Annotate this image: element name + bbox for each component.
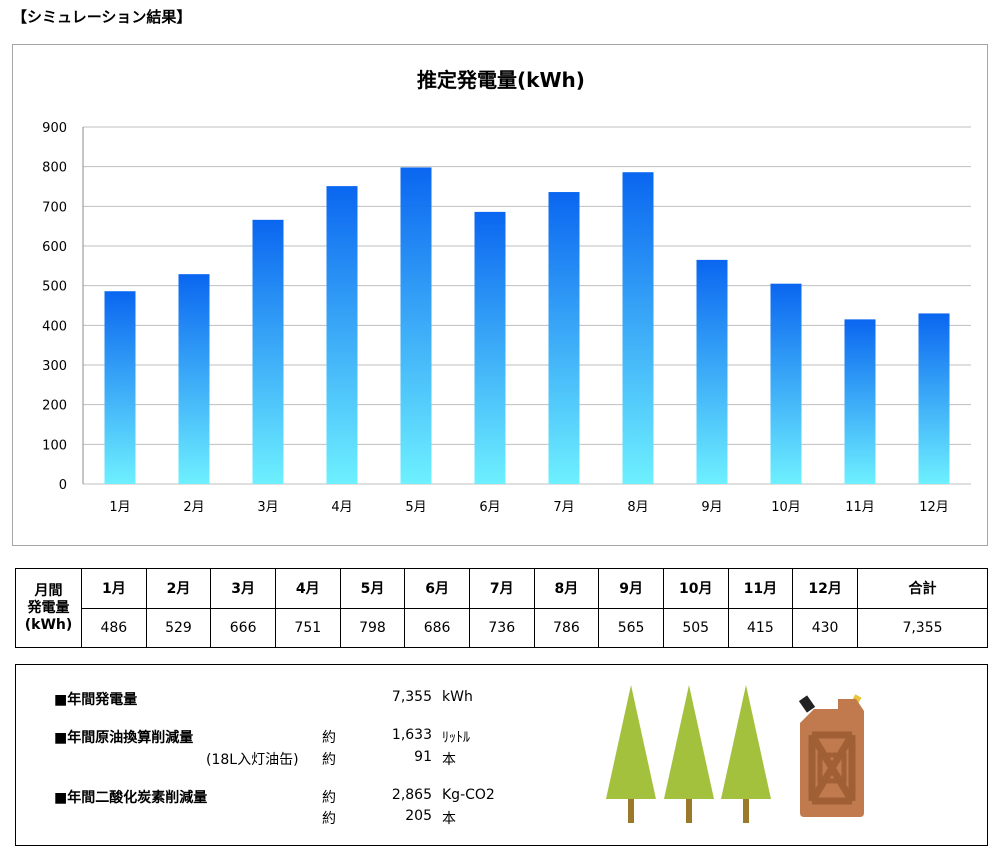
month-value: 798 bbox=[339, 607, 406, 648]
month-header: 2月 bbox=[145, 568, 212, 609]
month-header: 4月 bbox=[274, 568, 341, 609]
month-value: 415 bbox=[727, 607, 794, 648]
tree-approx: 約 bbox=[322, 811, 336, 827]
month-value: 751 bbox=[274, 607, 341, 648]
annual-generation-label: ■年間発電量 bbox=[54, 692, 138, 708]
annual-summary-panel: ■年間発電量 7,355 kWh ■年間原油換算削減量 約 1,633 ﾘｯﾄﾙ… bbox=[15, 664, 988, 846]
y-tick-label: 0 bbox=[59, 478, 67, 493]
month-value: 786 bbox=[533, 607, 600, 648]
chart-title: 推定発電量(kWh) bbox=[417, 68, 585, 92]
month-header: 12月 bbox=[792, 568, 858, 609]
y-tick-label: 600 bbox=[42, 240, 67, 255]
month-header: 3月 bbox=[210, 568, 276, 609]
chart-panel: 推定発電量(kWh) 0 100 200 300 400 500 600 700 800 900 1… bbox=[12, 44, 988, 546]
x-tick-label: 10月 bbox=[771, 500, 801, 515]
month-header: 7月 bbox=[468, 568, 535, 609]
oil-can-label: (18L入灯油缶) bbox=[206, 752, 299, 768]
x-tick-label: 9月 bbox=[701, 500, 722, 515]
y-tick-label: 300 bbox=[42, 359, 67, 374]
month-value: 736 bbox=[468, 607, 535, 648]
oil-reduction-label: ■年間原油換算削減量 bbox=[54, 730, 194, 746]
bar-chart: 推定発電量(kWh) 0 100 200 300 400 500 600 700 800 900 1… bbox=[42, 68, 971, 515]
month-header: 9月 bbox=[598, 568, 664, 609]
y-tick-label: 800 bbox=[42, 161, 67, 176]
x-tick-label: 2月 bbox=[183, 500, 204, 515]
y-tick-label: 100 bbox=[42, 438, 67, 453]
oil-can-unit: 本 bbox=[442, 752, 456, 768]
month-header: 8月 bbox=[533, 568, 600, 609]
tree-equivalent-value: 205 bbox=[405, 808, 432, 824]
month-value: 565 bbox=[598, 607, 664, 648]
tree-equivalent-unit: 本 bbox=[442, 811, 456, 827]
bar-11月 bbox=[844, 319, 876, 484]
y-tick-label: 400 bbox=[42, 319, 67, 334]
month-header: 1月 bbox=[81, 568, 147, 609]
month-header: 6月 bbox=[404, 568, 470, 609]
bar-5月 bbox=[400, 167, 432, 484]
y-tick-label: 900 bbox=[42, 121, 67, 136]
month-value: 686 bbox=[404, 607, 470, 648]
y-tick-label: 200 bbox=[42, 399, 67, 414]
x-tick-label: 3月 bbox=[257, 500, 278, 515]
y-tick-label: 500 bbox=[42, 280, 67, 295]
tree-icon bbox=[606, 685, 656, 823]
bar-2月 bbox=[178, 274, 210, 484]
x-tick-label: 11月 bbox=[845, 500, 875, 515]
monthly-generation-table: 月間 発電量 (kWh) 1月 2月 3月 4月 5月 6月 7月 8月 9月 … bbox=[15, 568, 988, 648]
x-tick-label: 5月 bbox=[405, 500, 426, 515]
tree-icon bbox=[664, 685, 714, 823]
bar-8月 bbox=[622, 172, 654, 484]
x-tick-label: 8月 bbox=[627, 500, 648, 515]
oil-approx: 約 bbox=[322, 730, 336, 746]
month-value: 430 bbox=[792, 607, 858, 648]
page-heading: 【シミュレーション結果】 bbox=[12, 8, 192, 26]
x-tick-label: 12月 bbox=[919, 500, 949, 515]
row-header-line2: 発電量 bbox=[27, 599, 70, 616]
fuel-can-icon bbox=[798, 694, 864, 817]
row-header-line3: (kWh) bbox=[24, 616, 73, 633]
annual-generation-value: 7,355 bbox=[391, 689, 432, 705]
bar-1月 bbox=[104, 291, 136, 484]
oil-reduction-unit: ﾘｯﾄﾙ bbox=[442, 730, 470, 746]
x-tick-label: 4月 bbox=[331, 500, 352, 515]
x-tick-label: 1月 bbox=[109, 500, 130, 515]
month-header: 5月 bbox=[339, 568, 406, 609]
bar-4月 bbox=[326, 186, 358, 484]
total-header: 合計 bbox=[857, 568, 988, 609]
month-header: 10月 bbox=[662, 568, 729, 609]
bar-3月 bbox=[252, 219, 284, 484]
co2-reduction-unit: Kg-CO2 bbox=[442, 787, 495, 803]
month-value: 505 bbox=[662, 607, 729, 648]
oil-can-value: 91 bbox=[414, 749, 432, 765]
month-value: 486 bbox=[81, 607, 147, 648]
illustration bbox=[606, 685, 864, 823]
month-header: 11月 bbox=[727, 568, 794, 609]
co2-reduction-label: ■年間二酸化炭素削減量 bbox=[54, 790, 208, 806]
y-tick-label: 700 bbox=[42, 200, 67, 215]
total-value: 7,355 bbox=[857, 607, 988, 648]
co2-reduction-value: 2,865 bbox=[391, 787, 432, 803]
oil-can-approx: 約 bbox=[322, 752, 336, 768]
tree-icon bbox=[721, 685, 771, 823]
row-header-line1: 月間 bbox=[34, 582, 63, 599]
bar-12月 bbox=[918, 313, 950, 484]
row-header: 月間 発電量 (kWh) bbox=[15, 568, 82, 648]
month-value: 666 bbox=[210, 607, 276, 648]
x-tick-label: 6月 bbox=[479, 500, 500, 515]
oil-reduction-value: 1,633 bbox=[391, 727, 432, 743]
month-value: 529 bbox=[145, 607, 212, 648]
x-tick-label: 7月 bbox=[553, 500, 574, 515]
bar-6月 bbox=[474, 211, 506, 485]
co2-approx: 約 bbox=[322, 790, 336, 806]
bar-10月 bbox=[770, 283, 802, 484]
bar-9月 bbox=[696, 259, 728, 484]
bar-7月 bbox=[548, 192, 580, 484]
annual-generation-unit: kWh bbox=[442, 689, 473, 705]
